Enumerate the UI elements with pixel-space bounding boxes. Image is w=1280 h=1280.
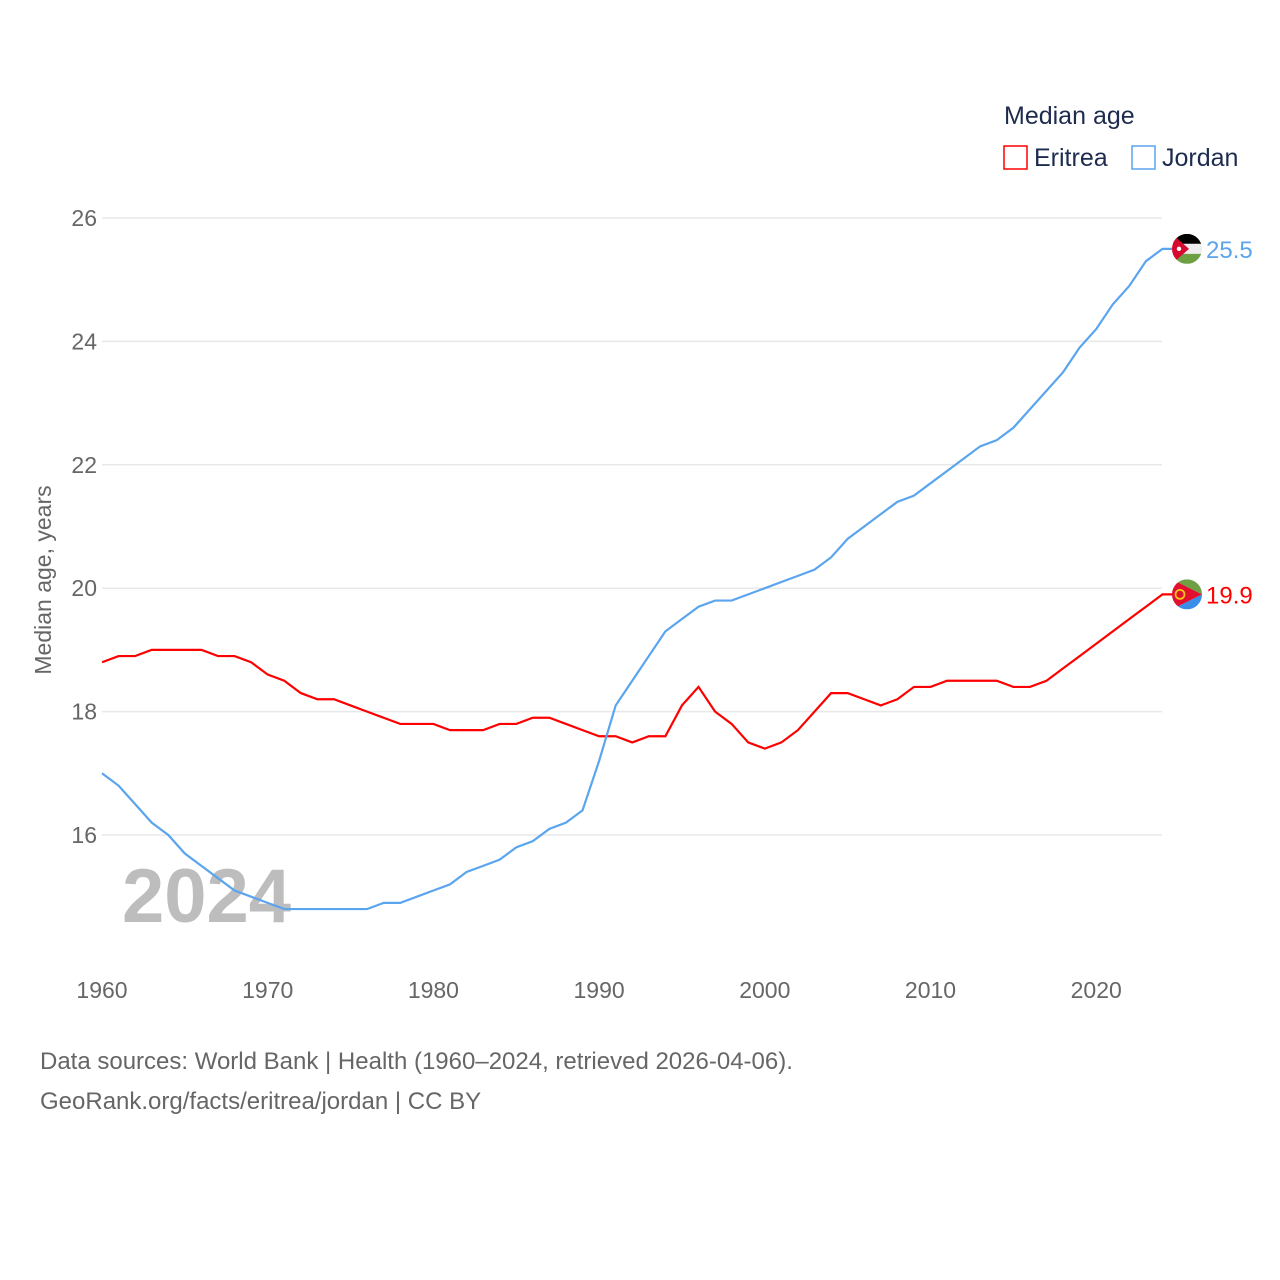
y-tick-label: 22: [71, 452, 97, 478]
end-value-label: 25.5: [1206, 237, 1253, 264]
x-tick-label: 1970: [242, 977, 293, 1003]
gridlines: [102, 217, 1162, 836]
y-tick-label: 20: [71, 575, 97, 601]
y-tick-label: 18: [71, 699, 97, 725]
x-tick-label: 2000: [739, 977, 790, 1003]
x-tick-label: 2010: [905, 977, 956, 1003]
x-tick-label: 1990: [574, 977, 625, 1003]
legend-label-eritrea[interactable]: Eritrea: [1034, 144, 1108, 172]
jordan-flag-icon: [1172, 233, 1202, 264]
series-lines: [101, 247, 1173, 911]
y-tick-label: 16: [71, 822, 97, 848]
end-value-label: 19.9: [1206, 582, 1253, 609]
legend-title: Median age: [1004, 102, 1135, 130]
legend: Median age Eritrea Jordan: [1003, 102, 1238, 172]
legend-swatch-eritrea[interactable]: [1003, 145, 1028, 170]
y-axis: 16 18 20 22 24 26: [71, 205, 97, 848]
y-tick-label: 26: [71, 205, 97, 231]
series-end-labels: 19.9 25.5: [1172, 233, 1253, 610]
eritrea-flag-icon: [1172, 579, 1202, 610]
y-tick-label: 24: [71, 328, 97, 354]
y-axis-label: Median age, years: [30, 485, 56, 674]
series-line-jordan[interactable]: [101, 247, 1173, 911]
x-tick-label: 2020: [1071, 977, 1122, 1003]
x-axis: 1960 1970 1980 1990 2000 2010 2020: [76, 977, 1121, 1003]
legend-swatch-jordan[interactable]: [1131, 145, 1156, 170]
legend-label-jordan[interactable]: Jordan: [1162, 144, 1238, 172]
footer-link[interactable]: GeoRank.org/facts/eritrea/jordan | CC BY: [40, 1088, 481, 1115]
series-line-eritrea[interactable]: [101, 593, 1173, 750]
x-tick-label: 1980: [408, 977, 459, 1003]
x-tick-label: 1960: [76, 977, 127, 1003]
footer-sources: Data sources: World Bank | Health (1960–…: [40, 1048, 793, 1075]
year-watermark: 2024: [122, 854, 291, 939]
